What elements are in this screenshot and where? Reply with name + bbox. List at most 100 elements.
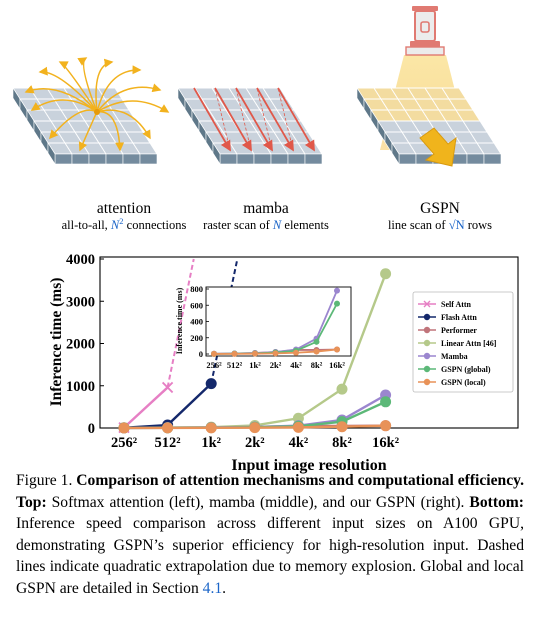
x-tick-label: 4k² [289,435,309,451]
main-series-layer [118,258,392,434]
series-line [123,386,169,429]
grid-cell-front [304,153,323,165]
legend-label: Mamba [441,352,468,361]
y-tick-label: 1000 [66,379,95,395]
inset-data-point [313,348,320,355]
connection-arrow [96,65,142,113]
grid-cell-front [287,153,306,165]
inset-y-tick-label: 400 [190,317,203,327]
legend-label: Flash Attn [441,313,477,322]
x-tick-label: 512² [155,435,181,451]
panel-label-attention: attention [97,200,151,217]
legend-label: Linear Attn [46] [441,339,497,348]
grid-cell-front [122,153,141,165]
grid-cell-front [71,153,90,165]
grid-cell-front [139,153,158,165]
caption-label: Figure 1. [16,472,77,489]
gspn-scan-arrow-icon [419,127,457,167]
inset-x-tick-label: 16k² [329,360,345,370]
data-point [336,421,348,433]
connection-arrow [96,100,170,113]
inset-data-point [334,300,340,307]
inset-x-axis-ticks: 256² 512² 1k² 2k² 4k² 8k² 16k² [206,360,345,370]
inset-data-point [334,346,340,353]
main-y-axis-label: Inference time (ms) [48,278,65,407]
legend-label: GSPN (local) [441,378,486,387]
inset-x-tick-label: 256² [206,360,222,370]
caption-section-link[interactable]: 4.1 [202,579,223,597]
scan-return-line [277,87,294,151]
data-point [380,268,392,280]
main-x-axis-label: Input image resolution [231,457,386,474]
caption-text-1: Softmax attention (left), mamba (middle)… [46,493,470,511]
chart-legend: Self Attn Flash Attn Performer Linear Attn … [412,291,514,393]
scan-arrow [214,87,252,152]
attention-connection-arrows [24,57,170,152]
x-tick-label: 1k² [201,435,221,451]
legend-marker [423,339,431,347]
scan-return-line [235,87,252,151]
grid-cell-side [391,141,400,166]
caption-text-3: . [222,579,227,597]
inset-y-axis-ticks: 0 200 400 600 800 [190,284,209,359]
connection-arrow [38,66,98,113]
panel-subtitle-mamba: raster scan of N elements [203,218,329,232]
scan-arrow [235,87,273,152]
connection-arrow [96,111,125,152]
panel-label-gspn: GSPN [420,200,460,217]
caption-text-2: Inference speed comparison across differ… [16,515,524,597]
inset-x-tick-label: 8k² [311,360,323,370]
x-tick-label: 2k² [245,435,265,451]
inset-x-tick-label: 2k² [270,360,282,370]
grid-cell-side [212,141,221,166]
connection-arrow [49,109,98,140]
panel-label-mamba: mamba [243,200,289,217]
inset-inference-chart: 0 200 400 600 800 256² 512² 1k² 2k² 4k² 8k² 16k² I… [175,284,352,370]
data-point [292,421,304,433]
legend-marker [423,352,431,360]
legend-marker [423,313,431,321]
grid-cell-front [236,153,255,165]
grid-cell-side [47,141,56,166]
data-point [118,422,130,434]
grid-cell-front [483,153,502,165]
scan-return-line [256,87,273,151]
legend-marker [423,300,431,308]
inset-x-tick-label: 1k² [249,360,261,370]
inset-x-tick-label: 4k² [290,360,302,370]
caption-bold-heading: Comparison of attention mechanisms and c… [16,472,524,511]
grid-cell-front [466,153,485,165]
inset-y-axis-label: Inference time (ms) [175,287,184,354]
mamba-scan-arrows [193,87,315,152]
x-tick-label: 16k² [372,435,399,451]
scan-arrow [277,87,315,152]
inset-y-tick-label: 600 [190,300,203,310]
inset-data-point [231,350,238,357]
connection-arrow [96,109,151,140]
svg-text:attention: attention [97,200,151,217]
extrapolation-line [210,258,239,384]
inset-data-point [334,287,340,294]
grid-cell-front [54,153,73,165]
grid-cell-front [398,153,417,165]
connection-arrow [58,61,98,113]
connection-arrow [95,58,114,113]
main-y-axis-ticks: 0 1000 2000 3000 4000 [66,252,104,437]
y-tick-label: 3000 [66,294,95,310]
scan-arrow [193,87,231,152]
inset-y-tick-label: 800 [190,284,203,294]
inset-data-point [293,349,299,356]
connection-arrow [77,57,98,113]
inset-series-layer [211,287,340,357]
main-x-axis-ticks: 256² 512² 1k² 2k² 4k² 8k² 16k² [111,424,399,451]
mamba-grid-illustration [177,86,323,166]
x-tick-label: 256² [111,435,137,451]
grid-cell-front [253,153,272,165]
connection-arrow [96,83,162,113]
scan-arrow [256,87,294,152]
legend-label: GSPN (global) [441,365,491,374]
data-point [162,422,174,434]
grid-cell-front [105,153,124,165]
panel-subtitle-gspn: line scan of √N rows [388,218,492,232]
